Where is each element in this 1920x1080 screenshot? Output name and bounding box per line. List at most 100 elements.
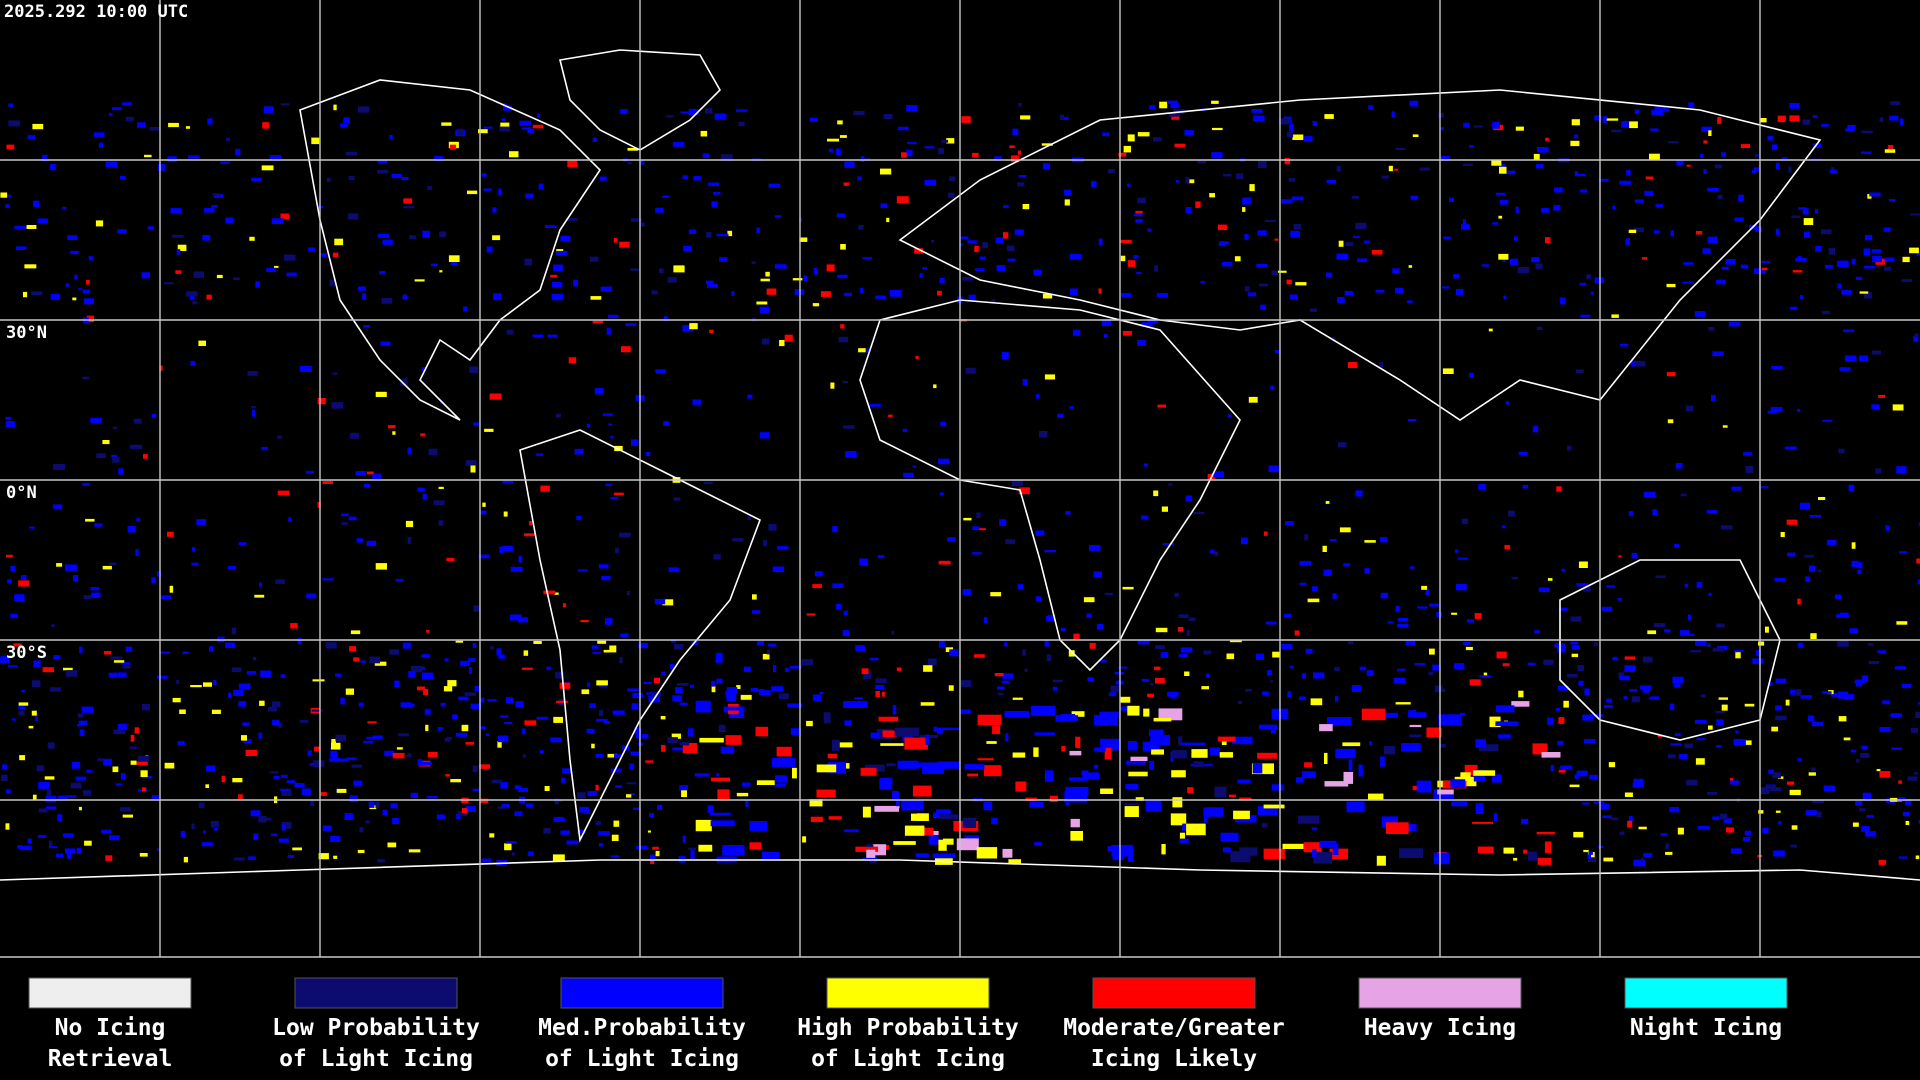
icing-speck xyxy=(1276,270,1287,273)
icing-speck xyxy=(613,820,620,827)
icing-speck xyxy=(939,814,959,820)
icing-speck xyxy=(402,294,408,300)
icing-speck xyxy=(317,398,326,405)
icing-speck xyxy=(420,433,426,437)
icing-speck xyxy=(201,842,213,847)
icing-speck xyxy=(556,700,568,703)
icing-speck xyxy=(252,410,256,417)
icing-speck xyxy=(331,402,344,409)
icing-speck xyxy=(483,126,493,129)
icing-speck xyxy=(1758,810,1764,814)
icing-speck xyxy=(1428,671,1434,676)
icing-speck xyxy=(767,643,777,647)
icing-speck xyxy=(1643,853,1653,858)
icing-speck xyxy=(231,667,242,672)
icing-speck xyxy=(1135,219,1143,223)
icing-speck xyxy=(130,444,142,450)
icing-speck xyxy=(550,737,561,743)
icing-speck xyxy=(872,844,887,856)
icing-speck xyxy=(499,124,510,132)
icing-speck xyxy=(8,665,18,668)
icing-speck xyxy=(671,640,676,643)
icing-speck xyxy=(1740,144,1751,148)
icing-speck xyxy=(1838,716,1847,722)
icing-speck xyxy=(1859,291,1869,294)
icing-speck xyxy=(263,106,274,113)
icing-speck xyxy=(1033,269,1042,276)
icing-speck xyxy=(103,651,112,655)
icing-speck xyxy=(1777,115,1786,123)
legend-swatch xyxy=(294,977,458,1009)
icing-speck xyxy=(1883,227,1891,232)
icing-speck xyxy=(292,847,302,851)
icing-speck xyxy=(991,817,998,825)
icing-speck xyxy=(33,200,40,207)
icing-speck xyxy=(784,334,793,342)
icing-speck xyxy=(877,555,885,559)
icing-speck xyxy=(1770,406,1783,413)
icing-speck xyxy=(484,428,494,432)
icing-speck xyxy=(1020,115,1031,120)
icing-speck xyxy=(1460,712,1465,715)
icing-speck xyxy=(125,646,133,652)
icing-speck xyxy=(492,235,501,241)
icing-speck xyxy=(134,727,139,734)
icing-speck xyxy=(1518,690,1524,698)
icing-speck xyxy=(189,295,195,300)
icing-speck xyxy=(1863,248,1871,256)
icing-speck xyxy=(1775,705,1782,711)
icing-speck xyxy=(81,706,94,713)
icing-speck xyxy=(129,746,138,750)
icing-speck xyxy=(1410,566,1415,569)
icing-speck xyxy=(1125,760,1146,765)
icing-speck xyxy=(902,428,908,432)
icing-speck xyxy=(461,724,469,732)
icing-speck xyxy=(225,217,234,224)
icing-speck xyxy=(994,156,1002,160)
icing-speck xyxy=(280,674,286,678)
icing-speck xyxy=(1127,260,1136,267)
icing-speck xyxy=(56,563,63,567)
icing-speck xyxy=(536,716,549,720)
icing-speck xyxy=(1338,240,1344,247)
icing-speck xyxy=(1003,642,1008,647)
icing-speck xyxy=(1618,555,1622,558)
icing-speck xyxy=(1450,779,1466,789)
icing-speck xyxy=(1012,697,1023,700)
icing-speck xyxy=(759,432,770,439)
icing-speck xyxy=(830,382,835,389)
icing-speck xyxy=(581,689,590,695)
icing-speck xyxy=(395,578,404,582)
icing-speck xyxy=(322,825,332,831)
icing-speck xyxy=(1478,483,1487,491)
icing-speck xyxy=(1676,160,1684,166)
icing-speck xyxy=(1100,659,1107,663)
icing-speck xyxy=(330,750,338,758)
icing-speck xyxy=(1227,414,1232,418)
icing-speck xyxy=(250,810,261,817)
icing-speck xyxy=(137,122,146,128)
icing-speck xyxy=(1072,329,1081,336)
icing-speck xyxy=(196,519,207,525)
icing-speck xyxy=(1409,724,1422,728)
icing-speck xyxy=(915,853,929,857)
icing-speck xyxy=(468,667,472,674)
icing-speck xyxy=(1739,739,1747,745)
icing-speck xyxy=(1284,157,1291,165)
icing-speck xyxy=(1588,851,1593,855)
icing-speck xyxy=(427,751,438,758)
icing-speck xyxy=(77,713,84,718)
icing-speck xyxy=(1550,765,1554,772)
icing-speck xyxy=(870,732,880,739)
icing-speck xyxy=(168,122,179,128)
icing-speck xyxy=(596,680,608,686)
icing-speck xyxy=(1606,118,1619,121)
icing-speck xyxy=(600,286,613,292)
icing-speck xyxy=(1917,579,1920,585)
icing-speck xyxy=(1708,592,1712,596)
icing-speck xyxy=(663,316,669,322)
icing-speck xyxy=(1786,519,1798,525)
icing-speck xyxy=(1878,394,1886,398)
icing-speck xyxy=(1843,737,1851,741)
icing-speck xyxy=(206,765,216,772)
